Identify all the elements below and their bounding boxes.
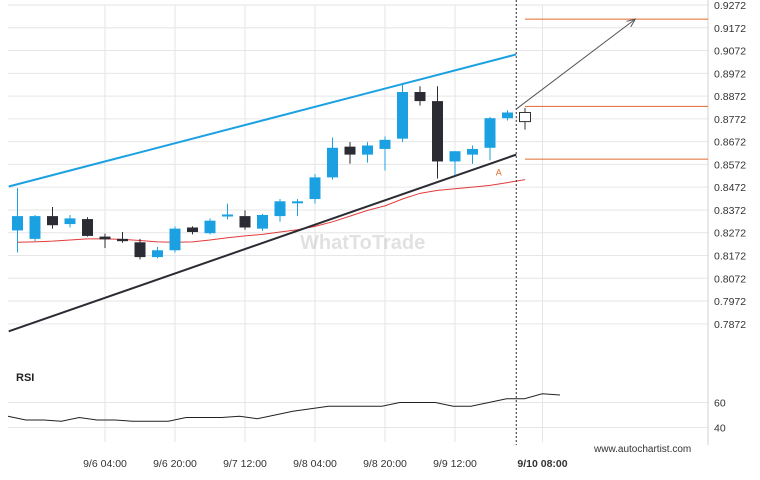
candle-body bbox=[169, 228, 181, 251]
x-tick-label: 9/9 12:00 bbox=[433, 458, 477, 470]
forecast-arrow-line bbox=[515, 18, 636, 110]
candle-body bbox=[117, 238, 128, 242]
rsi-layer bbox=[7, 393, 561, 422]
y-tick-label: 0.7972 bbox=[714, 296, 746, 308]
rsi-panel-title: RSI bbox=[16, 372, 34, 384]
y-tick-label: 0.8972 bbox=[714, 68, 746, 80]
x-tick-label: 9/8 04:00 bbox=[293, 458, 337, 470]
x-tick-label: 9/8 20:00 bbox=[363, 458, 407, 470]
y-tick-label: 0.8572 bbox=[714, 159, 746, 171]
y-tick-label: 0.8072 bbox=[714, 273, 746, 285]
y-tick-label: 0.9172 bbox=[714, 23, 746, 35]
x-tick-label: 9/6 20:00 bbox=[153, 458, 197, 470]
rsi-tick-label: 40 bbox=[714, 423, 726, 435]
candle-body bbox=[449, 151, 461, 162]
y-tick-label: 0.8472 bbox=[714, 182, 746, 194]
candle-body bbox=[379, 139, 391, 149]
candle-body bbox=[187, 227, 198, 233]
y-tick-label: 0.8672 bbox=[714, 137, 746, 149]
forecast-layer: A bbox=[496, 0, 708, 445]
y-tick-label: 0.7872 bbox=[714, 319, 746, 331]
candle-body bbox=[484, 118, 496, 148]
candle-body bbox=[274, 201, 286, 217]
y-tick-label: 0.9072 bbox=[714, 46, 746, 58]
y-tick-label: 0.8772 bbox=[714, 114, 746, 126]
forecast-arrow-head bbox=[626, 18, 637, 28]
candle-body bbox=[519, 111, 531, 123]
candle-body bbox=[99, 236, 111, 240]
watermark: WhatToTrade bbox=[300, 232, 425, 254]
candlestick-layer bbox=[12, 82, 531, 260]
candle-body bbox=[344, 146, 356, 155]
candle-body bbox=[204, 220, 216, 234]
x-tick-label: 9/7 12:00 bbox=[223, 458, 267, 470]
candle-body bbox=[327, 147, 338, 178]
x-tick-label: 9/10 08:00 bbox=[517, 458, 567, 470]
candle-body bbox=[502, 112, 513, 119]
candle-body bbox=[292, 201, 303, 204]
y-tick-label: 0.8172 bbox=[714, 251, 746, 263]
rsi-tick-label: 60 bbox=[714, 398, 726, 410]
candle-body bbox=[152, 250, 163, 258]
trendline-layer bbox=[8, 53, 517, 333]
y-tick-label: 0.9272 bbox=[714, 0, 746, 12]
candle-body bbox=[467, 148, 478, 155]
support-line bbox=[8, 153, 517, 333]
pattern-point-label: A bbox=[496, 167, 502, 177]
candle-body bbox=[397, 91, 408, 139]
candle-body bbox=[12, 216, 23, 231]
candle-body bbox=[362, 145, 373, 155]
candle-body bbox=[134, 242, 146, 258]
candle-body bbox=[29, 216, 41, 239]
candle-body bbox=[64, 218, 76, 225]
candle-body bbox=[47, 216, 58, 226]
footer-url[interactable]: www.autochartist.com bbox=[593, 444, 691, 455]
rsi-line bbox=[7, 393, 561, 422]
candle-body bbox=[309, 177, 321, 200]
candle-body bbox=[222, 214, 233, 217]
resistance-line bbox=[8, 53, 517, 188]
candle-body bbox=[239, 216, 251, 228]
candle-body bbox=[82, 219, 93, 236]
candle-body bbox=[432, 101, 443, 162]
candle-body bbox=[257, 214, 268, 229]
watermark-text: WhatToTrade bbox=[300, 232, 425, 254]
x-tick-label: 9/6 04:00 bbox=[83, 458, 127, 470]
axis-layer: 0.9272 0.9172 0.9072 0.8972 0.8872 0.8772 0.86… bbox=[83, 0, 746, 470]
y-tick-label: 0.8872 bbox=[714, 91, 746, 103]
y-tick-label: 0.8372 bbox=[714, 205, 746, 217]
y-tick-label: 0.8272 bbox=[714, 228, 746, 240]
candle-body bbox=[414, 91, 426, 102]
